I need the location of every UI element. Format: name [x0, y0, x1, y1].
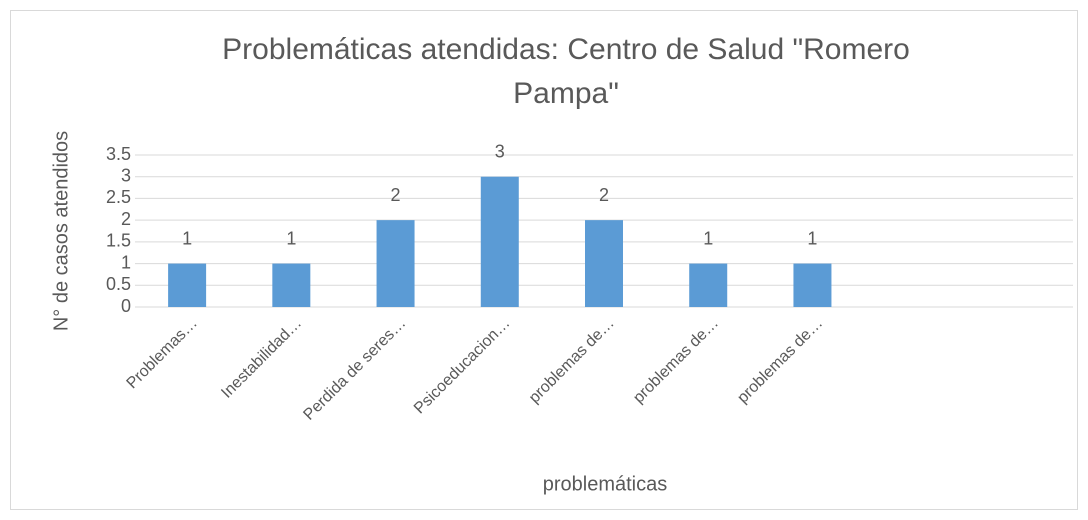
y-tick-label: 0.5 [106, 274, 131, 294]
bar [272, 263, 311, 307]
y-tick-label: 3.5 [106, 144, 131, 164]
data-label: 1 [703, 228, 713, 248]
chart-title: Problemáticas atendidas: Centro de Salud… [222, 33, 910, 110]
bar [793, 263, 832, 307]
data-label: 2 [599, 185, 609, 205]
bar [689, 263, 728, 307]
data-label: 1 [807, 228, 817, 248]
y-axis-label: N° de casos atendidos [50, 131, 72, 331]
data-label: 1 [286, 228, 296, 248]
x-axis-label: problemáticas [543, 473, 668, 495]
y-tick-label: 3 [121, 165, 131, 185]
bar [168, 263, 207, 307]
data-label: 2 [391, 185, 401, 205]
y-tick-label: 1 [121, 252, 131, 272]
y-tick-label: 1.5 [106, 231, 131, 251]
y-tick-label: 2.5 [106, 187, 131, 207]
bar [376, 220, 415, 307]
data-label: 3 [495, 141, 505, 161]
chart-border [10, 10, 1078, 510]
y-tick-label: 0 [121, 296, 131, 316]
y-tick-label: 2 [121, 209, 131, 229]
bar [480, 176, 519, 307]
data-label: 1 [182, 228, 192, 248]
bar [585, 220, 623, 307]
